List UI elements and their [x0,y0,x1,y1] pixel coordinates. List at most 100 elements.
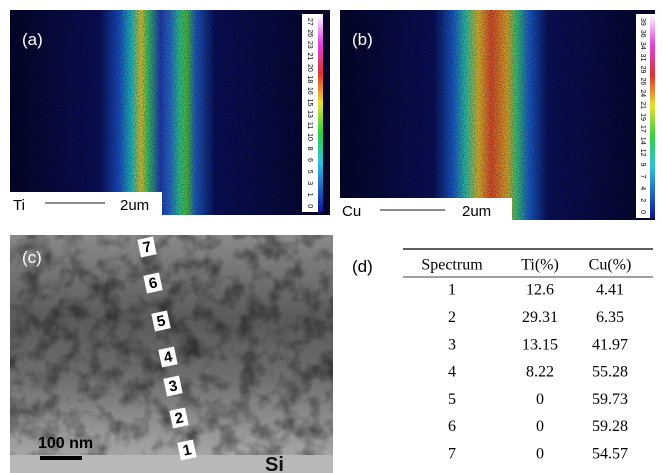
colorbar-labels [302,14,318,212]
marker-box [169,407,189,429]
marker-box [137,236,157,258]
colorbar-label: 13 [306,110,313,118]
marker-label: 6 [147,274,159,292]
table-cell: 2 [448,309,456,326]
table: Spectrum Ti(%) Cu(%) 1 12.6 4.41 2 29.31 6.35 3 13… [421,257,631,463]
marker-label: 2 [173,409,185,427]
colorbar-label: 0 [306,204,313,208]
spectrum-marker: 5 [151,310,171,332]
colorbar-label: 14 [639,137,646,145]
table-cell: 13.15 [522,336,558,353]
table-cell: 5 [448,391,456,408]
marker-label: 5 [155,312,167,330]
spectrum-marker: 2 [169,407,189,429]
colorbar-label: 18 [306,76,313,84]
colorbar-label: 36 [639,30,646,38]
colorbar-label: 20 [306,64,313,72]
table-header: Spectrum [421,257,483,274]
table-cell: 8.22 [526,364,554,381]
colorbar-label: 39 [639,18,646,26]
marker-box [158,346,178,368]
table-cell: 59.28 [592,418,628,435]
table-cell: 41.97 [592,336,628,353]
marker-box [177,439,197,461]
colorbar-label: 15 [306,99,313,107]
table-cell: 3 [448,336,456,353]
colorbar-label: 8 [306,147,313,151]
table-cell: 0 [536,445,544,462]
spectrum-markers: 1 2 3 4 5 6 7 [137,236,197,461]
table-cell: 7 [448,445,456,462]
spectrum-marker: 7 [137,236,157,258]
colorbar-label: 9 [639,163,646,167]
colorbar-label: 21 [639,101,646,109]
scale-box [340,198,512,220]
panel-label: (d) [352,257,373,276]
table-cell: 6.35 [596,309,624,326]
panel-b: (b) Cu 2um 39 36 34 31 29 26 24 21 19 17 14 12 9 7 4 2 0 [340,10,655,220]
table-cell: 12.6 [526,282,554,299]
panel-label: (b) [352,30,373,49]
marker-label: 3 [167,377,179,395]
table-cell: 4.41 [596,282,624,299]
element-label: Cu [342,203,361,220]
scale-label: 100 nm [38,435,93,452]
element-label: Ti [13,197,25,214]
colorbar-label: 34 [639,42,646,50]
table-header: Ti(%) [521,257,559,274]
table-cell: 0 [536,418,544,435]
colorbar-label: 0 [639,210,646,214]
table-cell: 6 [448,418,456,435]
spectrum-marker: 1 [177,439,197,461]
colorbar-label: 29 [639,66,646,74]
table-cell: 59.73 [592,391,628,408]
colorbar [650,14,655,218]
colorbar-labels [636,14,650,218]
colorbar-label: 27 [306,18,313,26]
colorbar-label: 5 [306,170,313,174]
table-cell: 0 [536,391,544,408]
panel-label: (c) [22,248,42,267]
substrate-label: Si [265,454,284,473]
map-noise [10,10,330,215]
colorbar-label: 26 [639,77,646,85]
colorbar-label: 19 [639,113,646,121]
colorbar-label: 1 [306,193,313,197]
colorbar-label: 2 [639,198,646,202]
table-cell: 29.31 [522,309,558,326]
colorbar-label: 3 [306,181,313,185]
marker-box [151,310,171,332]
table-cell: 55.28 [592,364,628,381]
si-substrate [10,455,333,473]
colorbar-label: 31 [639,54,646,62]
scale-label: 2um [120,197,149,214]
colorbar-label: 6 [306,158,313,162]
table-cell: 4 [448,364,456,381]
scale-label: 2um [462,203,491,220]
panel-d: (d) Spectrum Ti(%) Cu(%) 1 12.6 4.41 2 29.31 6.3… [352,248,653,463]
spectrum-marker: 4 [158,346,178,368]
table-header: Cu(%) [589,257,632,274]
table-cell: 1 [448,282,456,299]
colorbar-ticks: 39 36 34 31 29 26 24 21 19 17 14 12 9 7 4 2 0 [639,18,646,214]
table-cell: 54.57 [592,445,628,462]
spectrum-marker: 6 [143,272,163,294]
colorbar-label: 16 [306,87,313,95]
map-noise [340,10,655,220]
marker-label: 1 [181,441,193,459]
colorbar-label: 7 [639,174,646,178]
colorbar-label: 26 [306,29,313,37]
colorbar-label: 12 [639,149,646,157]
marker-box [163,375,183,397]
colorbar-label: 4 [639,186,646,190]
colorbar-label: 21 [306,52,313,60]
marker-label: 7 [141,238,153,256]
colorbar-label: 24 [639,89,646,97]
spectrum-marker: 3 [163,375,183,397]
panel-c: (c) 1 2 3 4 5 6 7 100 nm Si [10,235,333,473]
marker-box [143,272,163,294]
